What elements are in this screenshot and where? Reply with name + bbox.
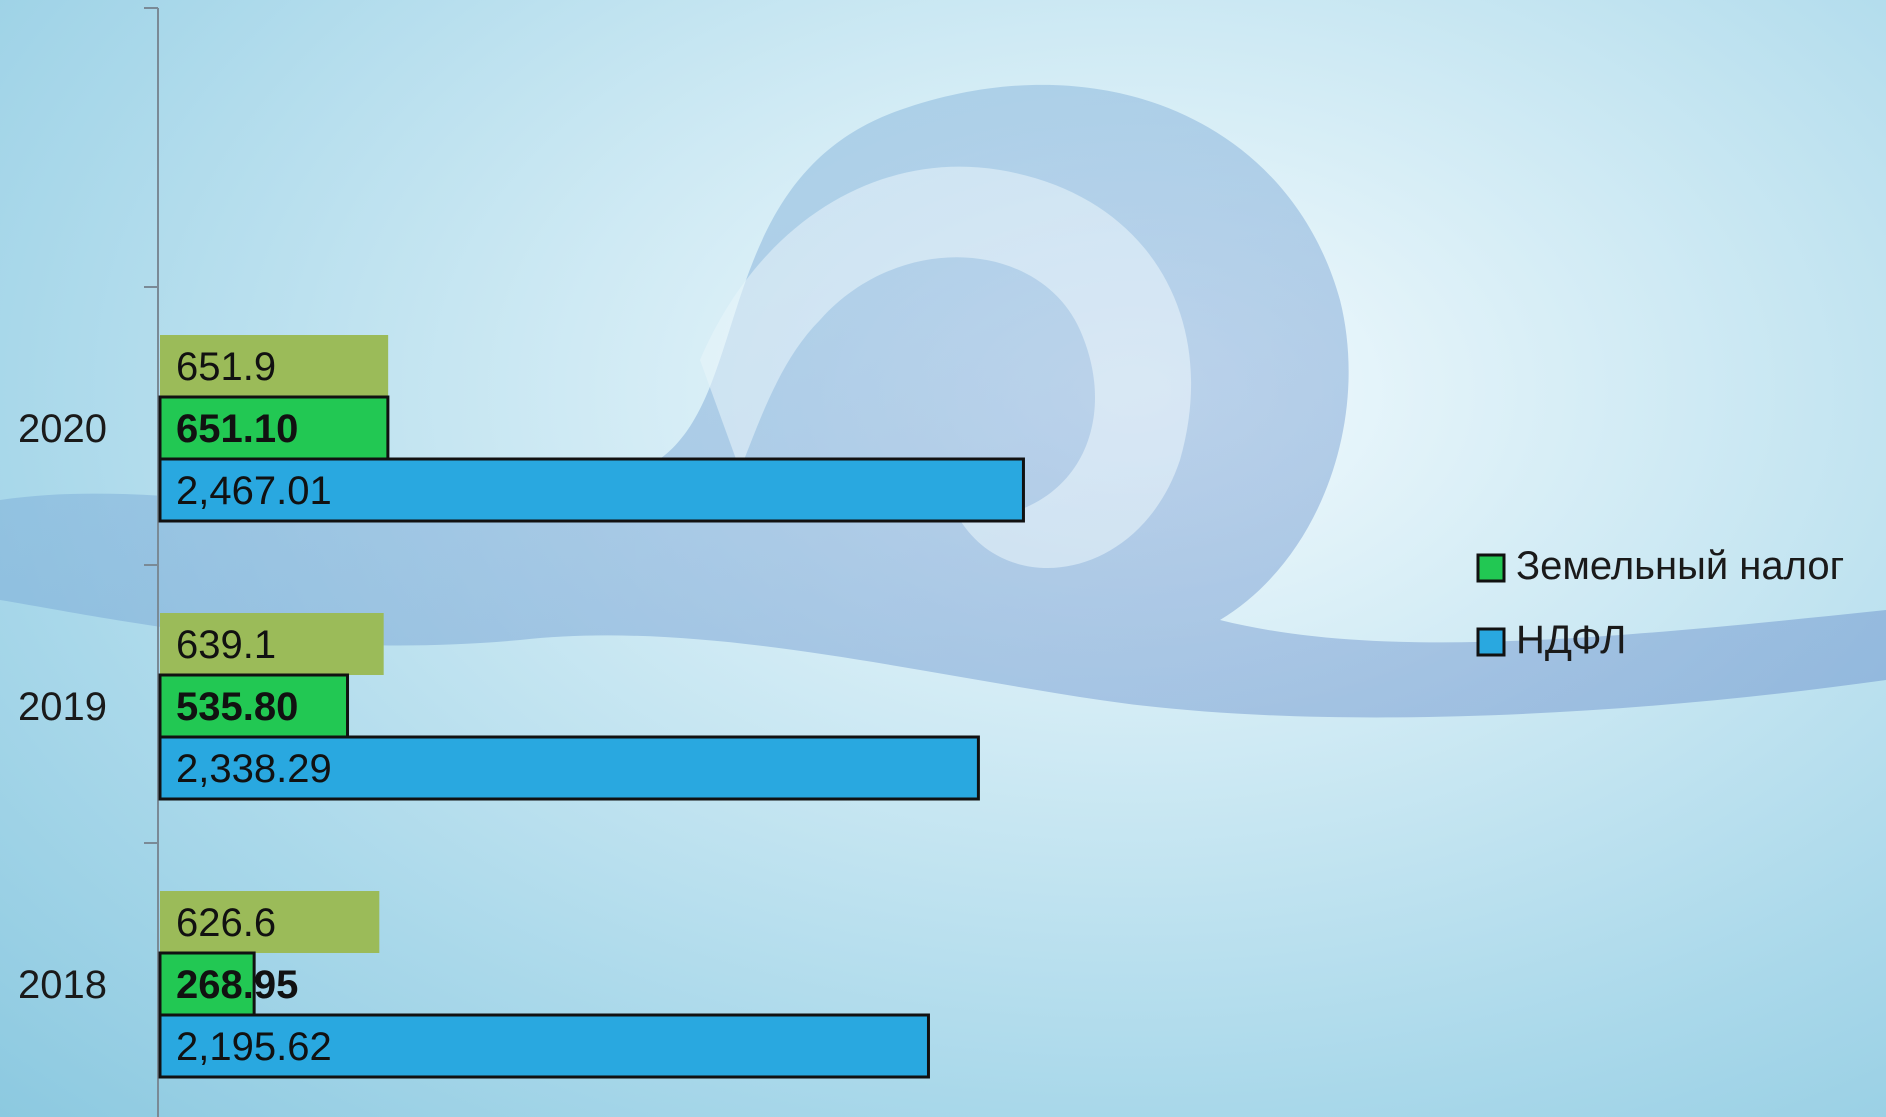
bars-group: 626.6 268.95 2,195.62 639.1 535.80 2,338.29 65… — [158, 335, 1025, 1079]
data-label: 535.80 — [176, 685, 298, 729]
category-labels: 2018 2019 2020 — [18, 407, 107, 1007]
legend-swatch — [1476, 627, 1506, 657]
bar-3-2018 — [158, 1013, 930, 1079]
category-axis — [144, 7, 159, 1117]
bar-2-2020 — [158, 395, 390, 461]
bar-1-2020 — [160, 335, 389, 397]
category-label: 2018 — [18, 963, 107, 1007]
category-label: 2020 — [18, 407, 107, 451]
data-label: 651.9 — [176, 345, 276, 389]
legend-entry: НДФЛ — [1516, 618, 1626, 662]
legend: Земельный налог НДФЛ — [1476, 544, 1844, 662]
bar-1-2018 — [160, 891, 380, 953]
data-label: 651.10 — [176, 407, 298, 451]
data-label: 639.1 — [176, 623, 276, 667]
water-wave-decoration — [0, 84, 1886, 718]
bar-2-2019 — [158, 673, 350, 739]
bar-3-2020 — [158, 457, 1025, 523]
category-label: 2019 — [18, 685, 107, 729]
data-label: 2,195.62 — [176, 1025, 332, 1069]
data-label: 268.95 — [176, 963, 298, 1007]
data-label: 2,338.29 — [176, 747, 332, 791]
bar-3-2019 — [158, 735, 980, 801]
bar-1-2019 — [160, 613, 384, 675]
legend-entry: Земельный налог — [1516, 544, 1844, 588]
legend-swatch — [1476, 553, 1506, 583]
data-label: 626.6 — [176, 901, 276, 945]
data-label: 2,467.01 — [176, 469, 332, 513]
